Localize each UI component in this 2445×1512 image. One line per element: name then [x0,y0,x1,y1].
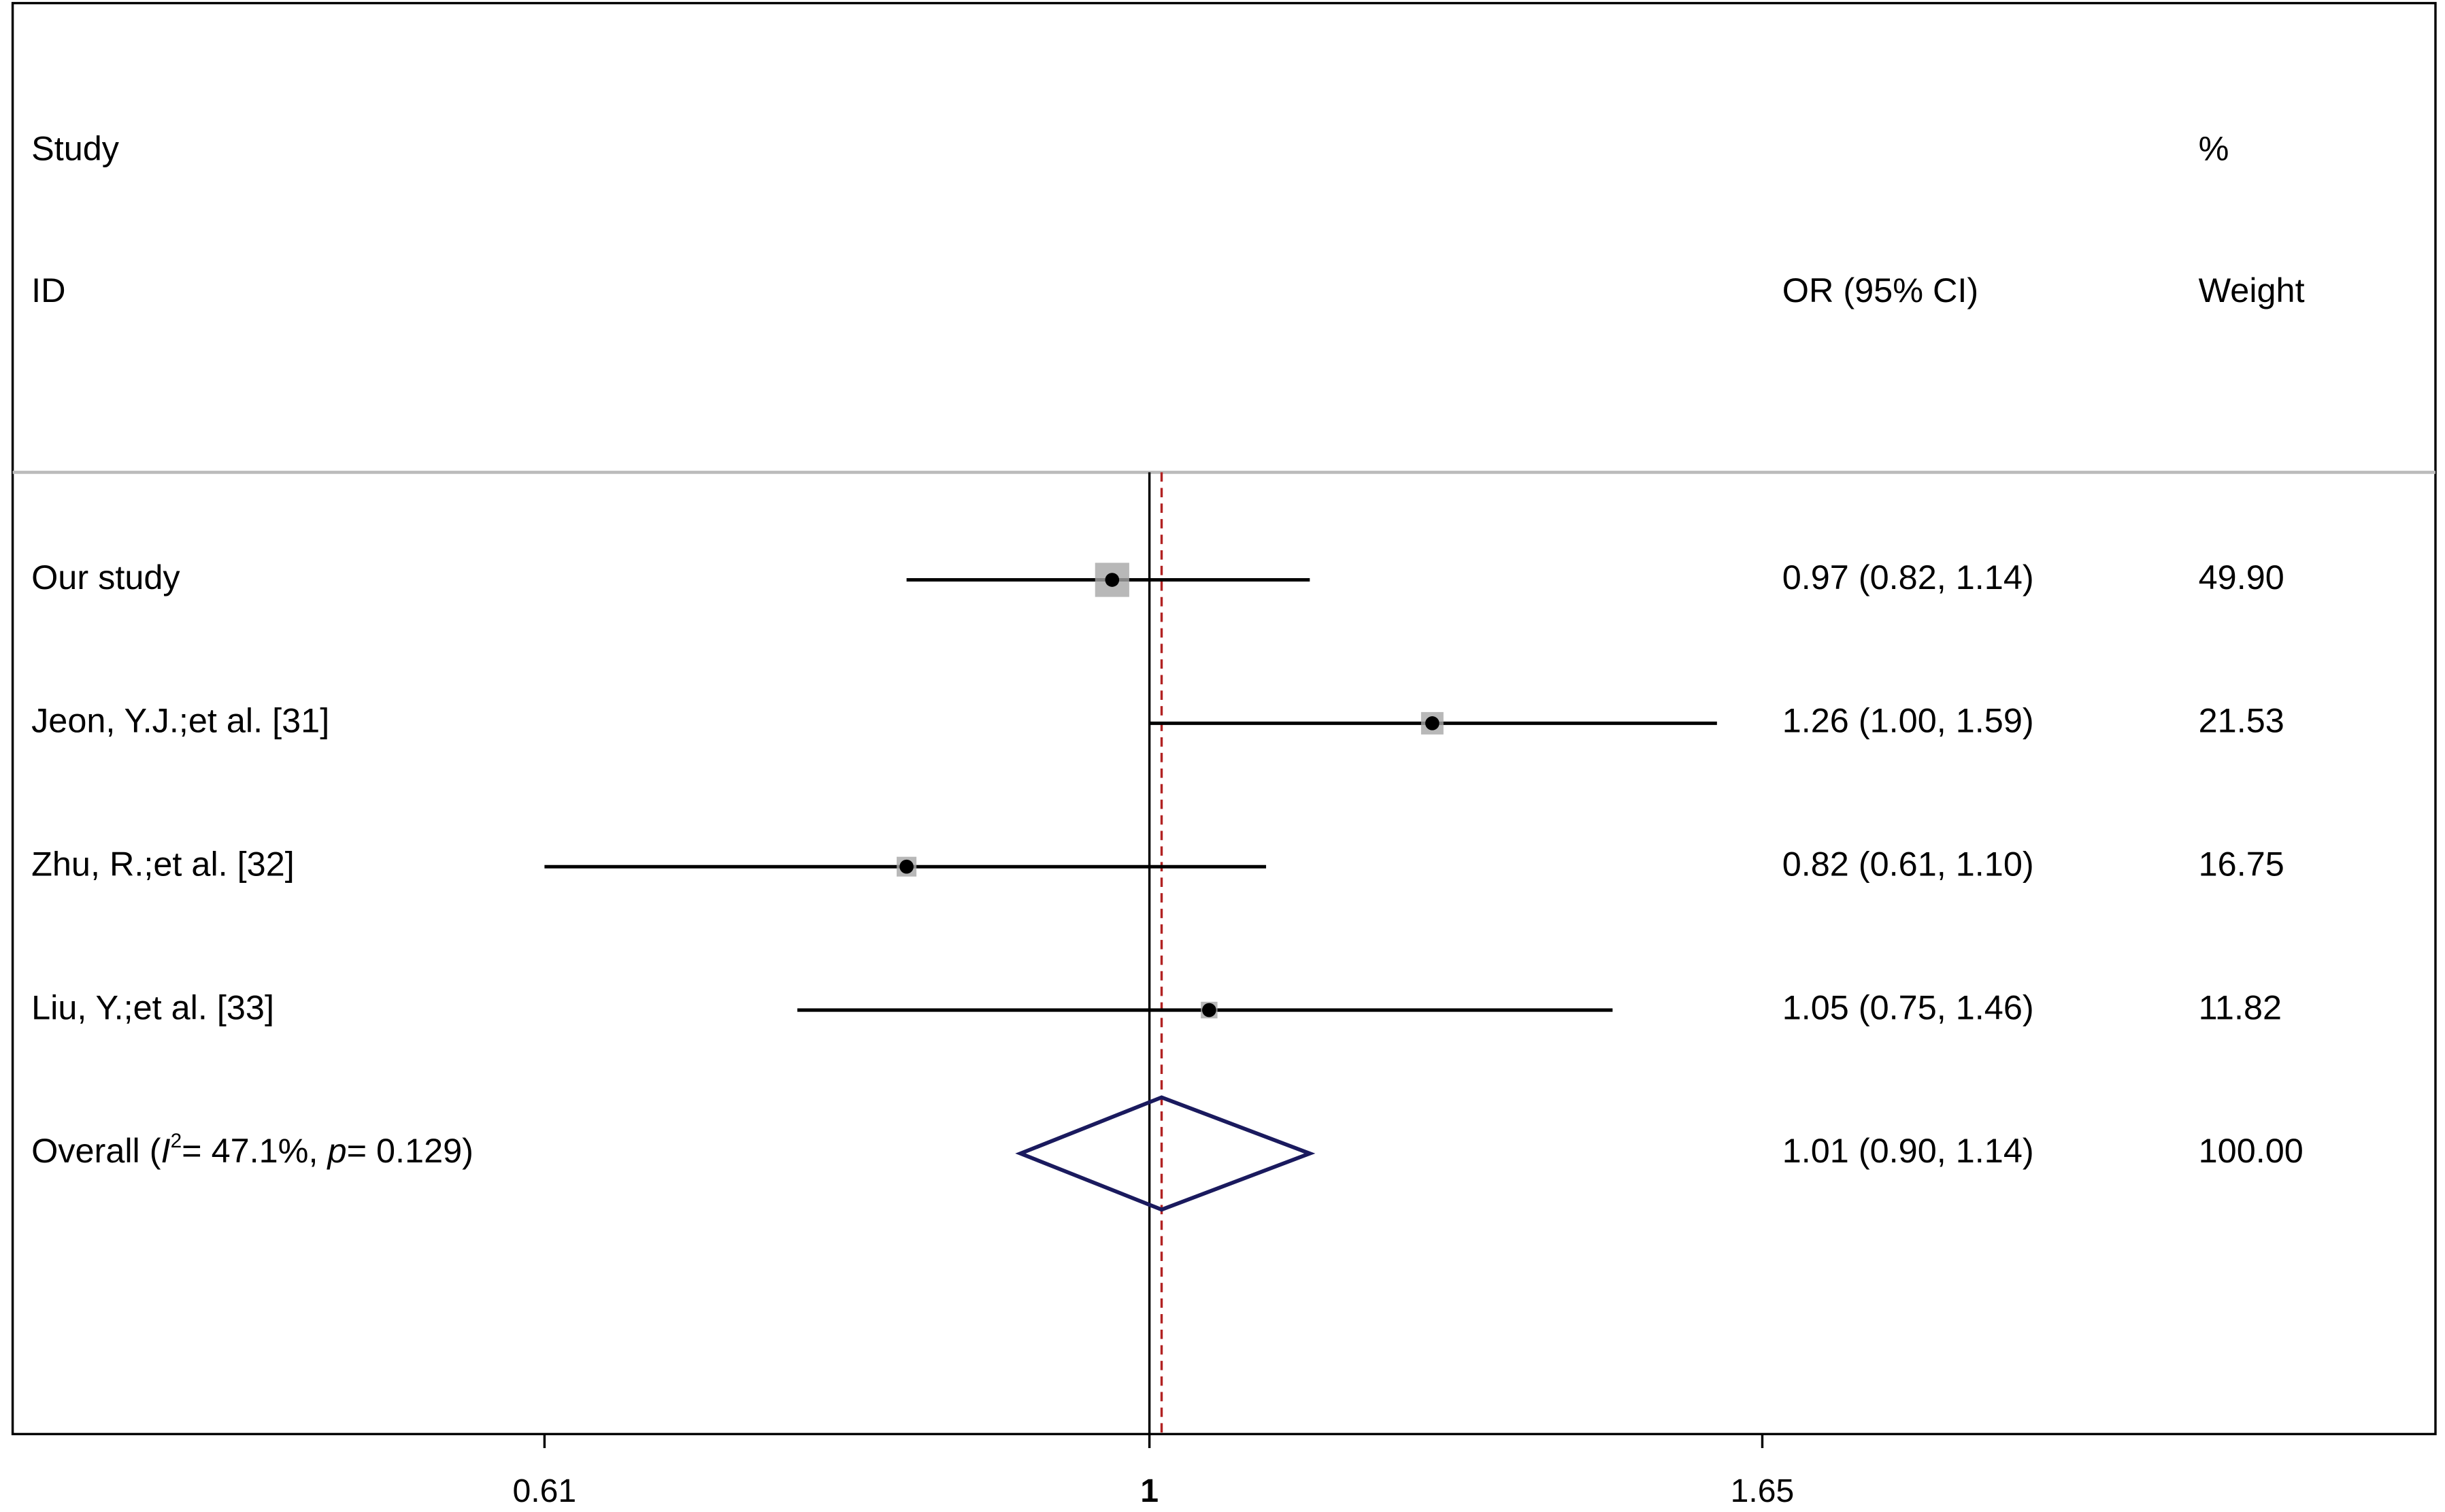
point-estimate [1105,573,1120,587]
plot-frame [11,1,2437,1436]
estimate-label: 0.82 (0.61, 1.10) [1782,845,2034,884]
weight-label: 49.90 [2199,558,2284,597]
overall-label: Overall (I2= 47.1%, p= 0.129) [31,1130,473,1170]
header-weight: Weight [2199,271,2305,309]
estimate-label: 1.05 (0.75, 1.46) [1782,988,2034,1026]
x-tick-label: 1 [1140,1473,1159,1509]
study-label: Our study [31,558,180,597]
header-id: ID [31,271,65,309]
x-tick-label: 1.65 [1731,1473,1795,1509]
overall-label-part: Overall ( [31,1131,161,1170]
overall-label-part: I [161,1131,171,1170]
point-estimate [1202,1003,1216,1018]
overall-label-part: 2 [171,1130,182,1152]
point-estimate [899,859,914,874]
overall-label-part: = 0.129) [347,1131,473,1170]
overall-label-part: p [327,1131,347,1170]
overall-label-part: = 47.1%, [182,1131,327,1170]
study-label: Zhu, R.;et al. [32] [31,845,295,884]
x-tick-label: 0.61 [513,1473,577,1509]
weight-label: 21.53 [2199,701,2284,740]
study-label: Liu, Y.;et al. [33] [31,988,274,1026]
overall-diamond [1015,1095,1316,1212]
estimate-label: 0.97 (0.82, 1.14) [1782,558,2034,597]
study-label: Jeon, Y.J.;et al. [31] [31,701,329,740]
overall-estimate-label: 1.01 (0.90, 1.14) [1782,1131,2034,1170]
weight-label: 16.75 [2199,845,2284,884]
estimate-label: 1.26 (1.00, 1.59) [1782,701,2034,740]
header-estimate: OR (95% CI) [1782,271,1978,309]
point-estimate [1425,716,1440,730]
weight-label: 11.82 [2199,988,2282,1026]
header-study: Study [31,129,120,168]
overall-weight-label: 100.00 [2199,1131,2303,1170]
header-percent: % [2199,129,2229,168]
